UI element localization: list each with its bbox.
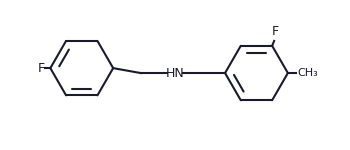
Text: F: F [37, 62, 44, 75]
Text: F: F [272, 25, 279, 38]
Text: HN: HN [166, 67, 184, 80]
Text: CH₃: CH₃ [298, 68, 318, 78]
